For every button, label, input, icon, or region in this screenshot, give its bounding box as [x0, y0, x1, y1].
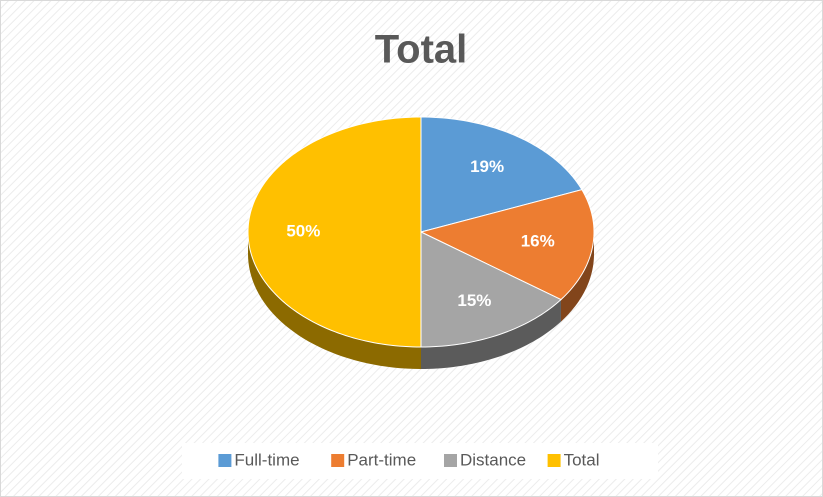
slice-side: [560, 232, 594, 322]
slice-side: [421, 299, 561, 369]
legend-label: Total: [564, 450, 600, 469]
pie-slice: [419, 189, 595, 301]
pie-slice: [420, 231, 562, 348]
legend-label: Full-time: [234, 450, 299, 469]
legend-swatch: [218, 454, 232, 467]
data-label: 16%: [521, 231, 555, 250]
slice-side: [248, 232, 421, 369]
legend-label: Distance: [460, 450, 526, 469]
legend-background: [182, 443, 658, 479]
data-label: 19%: [470, 157, 504, 176]
data-label: 50%: [286, 221, 320, 240]
legend-swatch: [444, 454, 457, 467]
data-label: 15%: [457, 291, 491, 310]
legend-swatch: [331, 454, 345, 467]
chart-title: Total: [375, 28, 468, 72]
pie-slice: [247, 116, 422, 348]
legend-swatch: [547, 454, 561, 467]
pie-slice: [420, 116, 583, 233]
legend-label: Part-time: [347, 450, 416, 469]
